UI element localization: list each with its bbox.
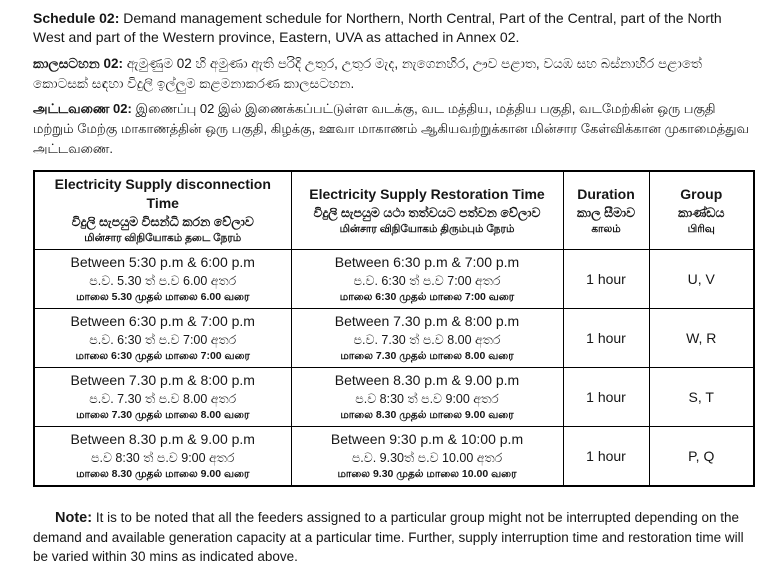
disconnection-en: Between 8.30 p.m & 9.00 p.m <box>70 431 255 447</box>
group-cell: U, V <box>648 249 755 309</box>
disconnection-time-cell: Between 5:30 p.m & 6:00 p.m ප.ව. 5.30 ත්… <box>33 249 292 309</box>
header-duration-si: කාල සීමාව <box>576 205 636 220</box>
duration-cell: 1 hour <box>562 426 650 487</box>
restoration-si: ප.ව. 7.30 ත් ප.ව 8.00 අතර <box>353 333 501 347</box>
intro-sinhala-text: ඇමුණුම 02 හි අමුණා ඇති පරිදි උතුර, උතුර … <box>33 56 702 91</box>
intro-paragraph-sinhala: කාලසටහන 02: ඇමුණුම 02 හි අමුණා ඇති පරිදි… <box>33 54 753 94</box>
disconnection-time-cell: Between 6:30 p.m & 7:00 p.m ප.ව. 6:30 ත්… <box>33 308 292 368</box>
restoration-si: ප.ව. 9.30ත් ප.ව 10.00 අතර <box>351 451 503 465</box>
intro-english-label: Schedule 02: <box>33 10 120 26</box>
duration-cell: 1 hour <box>562 308 650 368</box>
header-disconnection-ta: மின்சார விநியோகம் தடை நேரம் <box>84 232 242 244</box>
document-page: Schedule 02: Demand management schedule … <box>33 9 755 564</box>
disconnection-en: Between 7.30 p.m & 8:00 p.m <box>70 372 255 388</box>
header-disconnection-en: Electricity Supply disconnection Time <box>54 176 271 211</box>
table-row: Between 6:30 p.m & 7:00 p.m ප.ව. 6:30 ත්… <box>33 308 755 368</box>
restoration-ta: மாலை 8.30 முதல் மாலை 9.00 வரை <box>340 409 514 421</box>
disconnection-ta: மாலை 7.30 முதல் மாலை 8.00 வரை <box>76 409 250 421</box>
table-row: Between 8.30 p.m & 9.00 p.m ප.ව 8:30 ත් … <box>33 426 755 487</box>
disconnection-en: Between 5:30 p.m & 6:00 p.m <box>70 254 255 270</box>
restoration-ta: மாலை 7.30 முதல் மாலை 8.00 வரை <box>340 350 514 362</box>
disconnection-si: ප.ව. 5.30 ත් ප.ව 6.00 අතර <box>89 274 237 288</box>
disconnection-ta: மாலை 8.30 முதல் மாலை 9.00 வரை <box>76 468 250 480</box>
note-label: Note: <box>55 510 93 526</box>
intro-sinhala-label: කාලසටහන 02: <box>33 56 123 71</box>
intro-tamil-label: அட்டவணை 02: <box>33 101 132 116</box>
header-group-si: කාණ්ඩය <box>677 205 725 220</box>
table-header-row: Electricity Supply disconnection Time වි… <box>33 170 755 250</box>
header-duration: Duration කාල සීමාව காலம் <box>562 170 650 250</box>
restoration-en: Between 8.30 p.m & 9.00 p.m <box>334 372 520 388</box>
restoration-en: Between 6:30 p.m & 7:00 p.m <box>334 254 520 270</box>
intro-tamil-text: இணைப்பு 02 இல் இணைக்கப்பட்டுள்ள வடக்கு, … <box>33 101 749 156</box>
header-group: Group කාණ්ඩය பிரிவு <box>648 170 755 250</box>
intro-paragraph-tamil: அட்டவணை 02: இணைப்பு 02 இல் இணைக்கப்பட்டு… <box>33 99 753 159</box>
demand-schedule-table: Electricity Supply disconnection Time වි… <box>33 170 755 487</box>
header-disconnection-si: විදුලි සැපයුම විසන්ධි කරන වේලාව <box>71 215 254 229</box>
disconnection-ta: மாலை 5.30 முதல் மாலை 6.00 வரை <box>76 291 250 303</box>
group-cell: W, R <box>648 308 755 368</box>
intro-paragraph-english: Schedule 02: Demand management schedule … <box>33 9 753 47</box>
disconnection-en: Between 6:30 p.m & 7:00 p.m <box>70 313 255 329</box>
duration-cell: 1 hour <box>562 249 650 309</box>
restoration-ta: மாலை 9.30 முதல் மாலை 10.00 வரை <box>337 468 517 480</box>
restoration-time-cell: Between 6:30 p.m & 7:00 p.m ප.ව. 6:30 ත්… <box>290 249 564 309</box>
restoration-si: ප.ව. 6:30 ත් ප.ව 7:00 අතර <box>353 274 501 288</box>
disconnection-si: ප.ව. 6:30 ත් ප.ව 7:00 අතර <box>89 333 237 347</box>
duration-cell: 1 hour <box>562 367 650 427</box>
restoration-ta: மாலை 6:30 முதல் மாலை 7:00 வரை <box>339 291 515 303</box>
header-duration-en: Duration <box>577 185 635 202</box>
group-cell: P, Q <box>648 426 755 487</box>
disconnection-si: ප.ව. 7.30 ත් ප.ව 8.00 අතර <box>89 392 237 406</box>
intro-english-text: Demand management schedule for Northern,… <box>33 10 722 45</box>
header-restoration-si: විදුලි සැපයුම යථා තත්වයට පත්වන වේලාව <box>313 205 541 220</box>
header-group-en: Group <box>680 185 723 202</box>
header-disconnection-time: Electricity Supply disconnection Time වි… <box>33 170 292 250</box>
table-row: Between 7.30 p.m & 8:00 p.m ප.ව. 7.30 ත්… <box>33 367 755 427</box>
disconnection-time-cell: Between 8.30 p.m & 9.00 p.m ප.ව 8:30 ත් … <box>33 426 292 487</box>
header-restoration-time: Electricity Supply Restoration Time විදු… <box>290 170 564 250</box>
header-duration-ta: காலம் <box>591 222 621 235</box>
restoration-en: Between 9:30 p.m & 10:00 p.m <box>330 431 524 447</box>
restoration-en: Between 7.30 p.m & 8:00 p.m <box>334 313 520 329</box>
disconnection-time-cell: Between 7.30 p.m & 8:00 p.m ප.ව. 7.30 ත්… <box>33 367 292 427</box>
header-restoration-ta: மின்சார விநியோகம் திரும்பும் நேரம் <box>339 222 515 235</box>
note-paragraph: Note: It is to be noted that all the fee… <box>33 508 753 566</box>
header-group-ta: பிரிவு <box>687 222 715 235</box>
header-restoration-en: Electricity Supply Restoration Time <box>309 185 545 202</box>
restoration-time-cell: Between 9:30 p.m & 10:00 p.m ප.ව. 9.30ත්… <box>290 426 564 487</box>
restoration-si: ප.ව 8:30 ත් ප.ව 9:00 අතර <box>355 392 499 406</box>
note-text: It is to be noted that all the feeders a… <box>33 510 744 564</box>
group-cell: S, T <box>648 367 755 427</box>
table-row: Between 5:30 p.m & 6:00 p.m ප.ව. 5.30 ත්… <box>33 249 755 309</box>
restoration-time-cell: Between 8.30 p.m & 9.00 p.m ප.ව 8:30 ත් … <box>290 367 564 427</box>
restoration-time-cell: Between 7.30 p.m & 8:00 p.m ප.ව. 7.30 ත්… <box>290 308 564 368</box>
disconnection-ta: மாலை 6:30 முதல் மாலை 7:00 வரை <box>75 350 250 362</box>
disconnection-si: ප.ව 8:30 ත් ප.ව 9:00 අතර <box>91 451 235 465</box>
